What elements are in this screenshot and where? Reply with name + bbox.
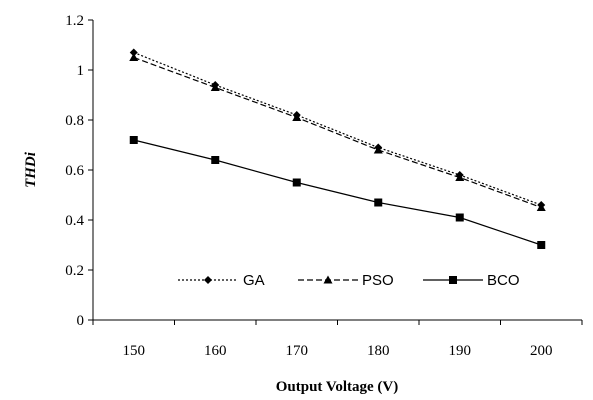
data-point-bco xyxy=(455,213,464,222)
legend-marker xyxy=(323,275,333,284)
data-point-bco xyxy=(292,178,301,187)
data-point-pso xyxy=(536,203,546,211)
x-axis-title: Output Voltage (V) xyxy=(276,379,399,395)
series-line-bco xyxy=(133,139,542,246)
data-point-bco xyxy=(374,198,383,207)
legend: GA PSO BCO xyxy=(178,272,520,289)
series-pso xyxy=(129,53,546,211)
series-line-ga xyxy=(133,51,542,206)
data-point-pso xyxy=(373,145,383,154)
x-tick-label: 180 xyxy=(367,343,390,359)
legend-item-pso: PSO xyxy=(298,272,394,289)
data-point-pso xyxy=(292,113,302,121)
x-tick-label: 150 xyxy=(123,343,146,359)
legend-label: GA xyxy=(243,272,265,289)
x-tick-label: 160 xyxy=(204,343,227,359)
series-line-pso xyxy=(133,56,542,209)
data-point-bco xyxy=(129,136,138,144)
x-ticks: 150 160 170 180 190 200 xyxy=(92,320,583,359)
data-point-ga xyxy=(129,48,138,57)
legend-label: BCO xyxy=(487,272,520,289)
x-tick-label: 170 xyxy=(286,343,309,359)
y-tick-label: 0.2 xyxy=(65,263,84,279)
data-point-pso xyxy=(210,83,220,91)
y-axis-title: THDi xyxy=(23,151,39,188)
y-tick-label: 0.4 xyxy=(65,213,84,229)
data-point-bco xyxy=(211,156,220,164)
y-tick-label: 1.2 xyxy=(65,13,84,29)
series-ga xyxy=(129,48,546,209)
legend-label: PSO xyxy=(362,272,394,289)
legend-marker xyxy=(204,276,212,284)
y-ticks: 0 0.2 0.4 0.6 0.8 1 1.2 xyxy=(65,13,93,329)
series-layer xyxy=(129,48,546,249)
data-point-pso xyxy=(455,173,465,181)
y-tick-label: 0.6 xyxy=(65,163,84,179)
legend-item-ga: GA xyxy=(178,272,265,289)
legend-marker xyxy=(449,276,457,284)
x-tick-label: 190 xyxy=(449,343,472,359)
y-tick-label: 1 xyxy=(77,63,85,79)
data-point-bco xyxy=(537,241,546,249)
x-tick-label: 200 xyxy=(530,343,553,359)
series-bco xyxy=(129,136,546,249)
y-tick-label: 0.8 xyxy=(65,113,84,129)
data-point-pso xyxy=(129,53,139,61)
y-tick-label: 0 xyxy=(77,313,85,329)
legend-item-bco: BCO xyxy=(423,272,520,289)
